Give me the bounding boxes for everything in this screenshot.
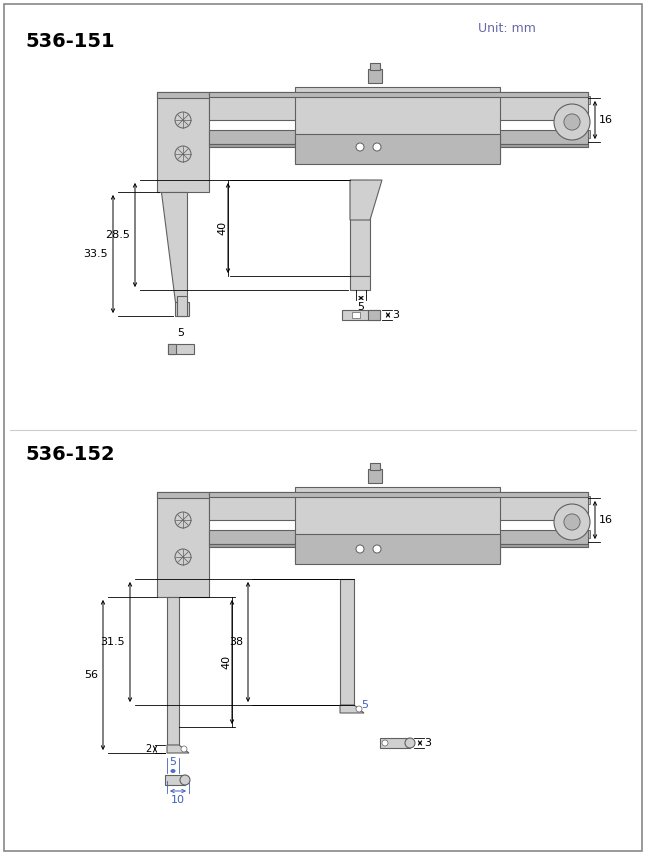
- Circle shape: [564, 514, 580, 530]
- Circle shape: [373, 545, 381, 553]
- Bar: [295, 87, 500, 162]
- Bar: [157, 92, 209, 98]
- Bar: [167, 597, 179, 745]
- Bar: [352, 312, 360, 318]
- Text: 16: 16: [599, 515, 613, 525]
- Circle shape: [181, 746, 187, 752]
- Bar: [157, 492, 209, 498]
- Bar: [157, 92, 209, 192]
- Text: 536-152: 536-152: [25, 445, 114, 464]
- Bar: [295, 534, 500, 564]
- Text: 3: 3: [424, 738, 431, 748]
- Bar: [295, 134, 500, 164]
- Bar: [168, 344, 176, 354]
- Text: 40: 40: [221, 655, 231, 669]
- Bar: [209, 92, 588, 120]
- Circle shape: [175, 549, 191, 565]
- Polygon shape: [167, 745, 189, 753]
- Text: 10: 10: [171, 795, 185, 805]
- Text: 5: 5: [362, 700, 368, 710]
- Bar: [209, 130, 588, 144]
- Bar: [368, 310, 380, 320]
- Circle shape: [382, 740, 388, 746]
- Text: 536-151: 536-151: [25, 32, 114, 51]
- Bar: [370, 463, 380, 470]
- Polygon shape: [340, 705, 364, 713]
- Text: 16: 16: [599, 115, 613, 125]
- Text: 28.5: 28.5: [105, 230, 130, 240]
- Bar: [157, 492, 209, 597]
- Circle shape: [175, 112, 191, 128]
- Bar: [342, 310, 380, 320]
- Circle shape: [554, 104, 590, 140]
- Circle shape: [175, 512, 191, 528]
- Bar: [588, 530, 590, 538]
- Circle shape: [175, 146, 191, 162]
- Text: 3: 3: [392, 310, 399, 320]
- Text: 33.5: 33.5: [83, 249, 108, 259]
- Bar: [209, 530, 588, 544]
- Bar: [177, 296, 187, 316]
- Circle shape: [180, 775, 190, 785]
- Text: 40: 40: [217, 221, 227, 235]
- Circle shape: [554, 504, 590, 540]
- Polygon shape: [350, 180, 382, 220]
- Circle shape: [356, 545, 364, 553]
- Bar: [380, 738, 410, 748]
- Text: 5: 5: [178, 328, 185, 338]
- Circle shape: [373, 143, 381, 151]
- Bar: [350, 276, 370, 290]
- Polygon shape: [161, 192, 187, 302]
- Circle shape: [564, 114, 580, 130]
- Circle shape: [356, 706, 362, 712]
- Text: 31.5: 31.5: [100, 637, 125, 647]
- Bar: [175, 302, 189, 316]
- Bar: [368, 69, 382, 83]
- Circle shape: [405, 738, 415, 748]
- Bar: [295, 487, 500, 562]
- Bar: [209, 492, 588, 520]
- Bar: [340, 579, 354, 705]
- Bar: [209, 144, 588, 147]
- Text: 5: 5: [169, 757, 176, 767]
- Bar: [370, 63, 380, 70]
- Bar: [588, 130, 590, 138]
- Text: 56: 56: [84, 670, 98, 680]
- Text: Unit: mm: Unit: mm: [478, 22, 536, 35]
- Bar: [168, 344, 194, 354]
- Bar: [165, 775, 185, 785]
- Text: 5: 5: [357, 302, 364, 312]
- Bar: [368, 469, 382, 483]
- Bar: [350, 180, 370, 276]
- Bar: [209, 492, 588, 497]
- Circle shape: [356, 143, 364, 151]
- Text: 2: 2: [145, 744, 151, 754]
- Bar: [209, 544, 588, 547]
- Bar: [209, 92, 588, 97]
- Bar: [588, 496, 590, 504]
- Text: 38: 38: [229, 637, 243, 647]
- Bar: [588, 96, 590, 104]
